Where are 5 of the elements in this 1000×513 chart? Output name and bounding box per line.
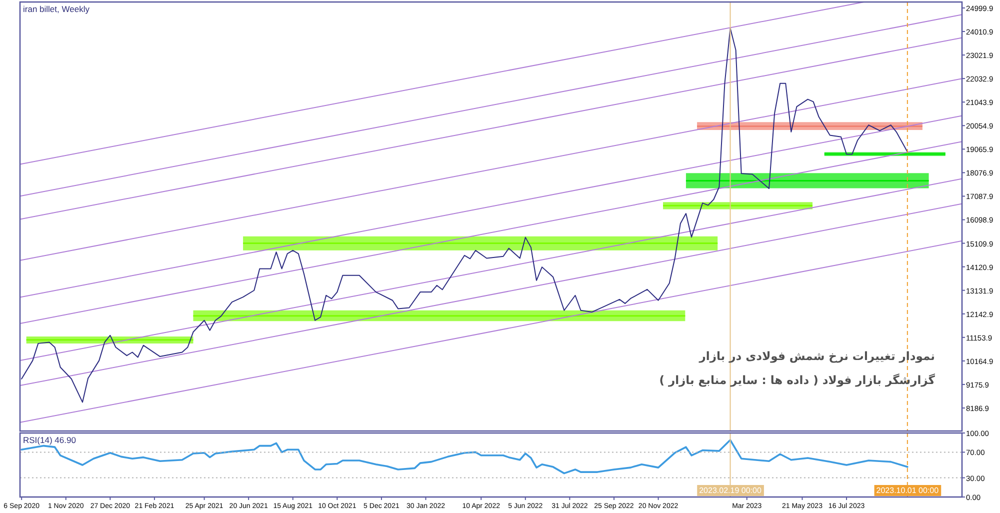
chart-title: RSI(14) 46.90 — [23, 435, 76, 445]
ref-line-label: 2023.02.19 00:00 — [699, 486, 762, 495]
ref-line-label: 2023.10.01 00:00 — [876, 486, 940, 495]
chart-title: iran billet, Weekly — [23, 4, 90, 14]
annotation: گزارشگر بازار فولاد ( داده ها : سایر منابع بازار ) — [659, 373, 936, 387]
